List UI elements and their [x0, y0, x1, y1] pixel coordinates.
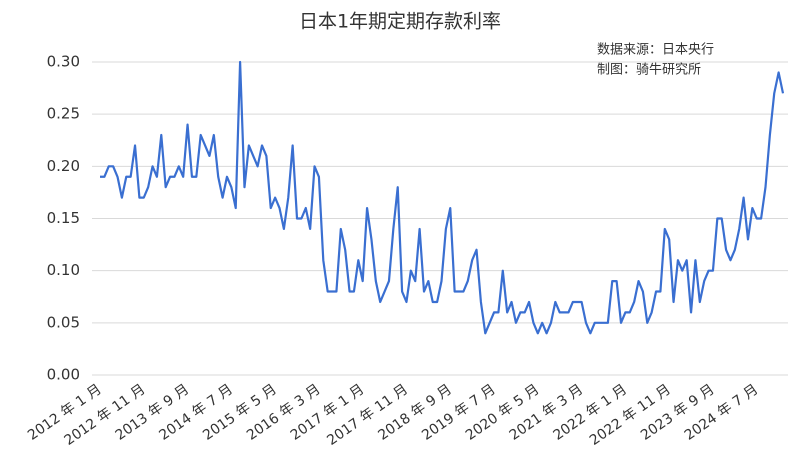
y-tick-label: 0.00: [47, 366, 80, 384]
y-tick-label: 0.10: [47, 261, 80, 279]
y-tick-label: 0.30: [47, 53, 80, 71]
source-note: 数据来源：日本央行: [597, 43, 714, 58]
data-line: [100, 60, 785, 335]
y-tick-label: 0.25: [47, 105, 80, 123]
y-tick-label: 0.15: [47, 209, 80, 227]
y-tick-label: 0.20: [47, 157, 80, 175]
chart-title: 日本1年期定期存款利率: [299, 11, 501, 33]
y-tick-label: 0.05: [47, 313, 80, 331]
credit-note: 制图：骑牛研究所: [597, 63, 701, 78]
